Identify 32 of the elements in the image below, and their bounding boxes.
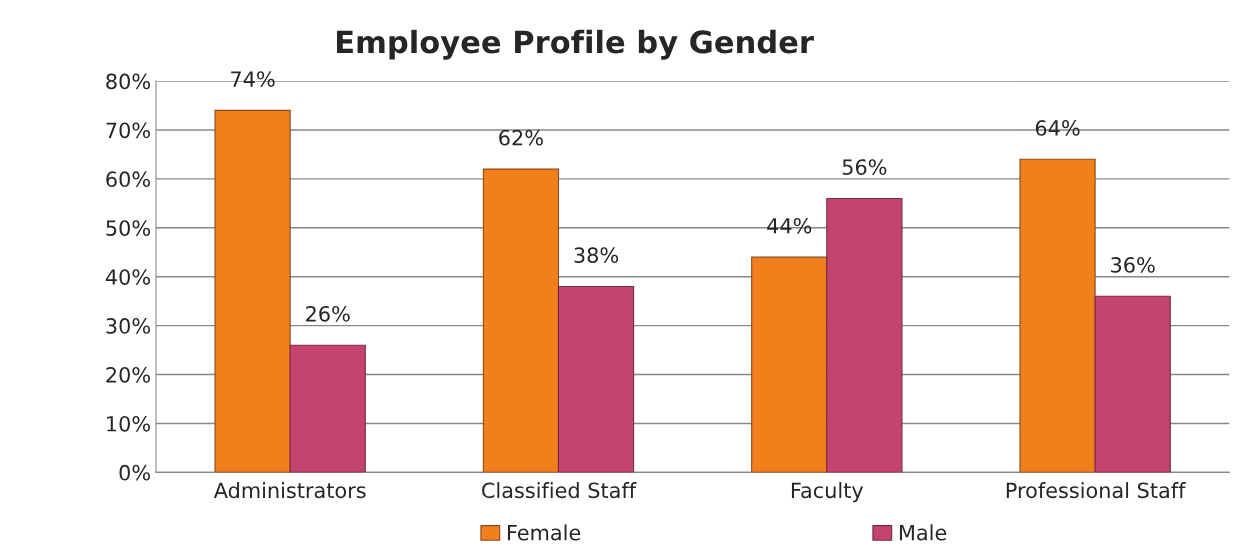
bar [1019, 158, 1096, 473]
y-tick-label: 50% [106, 220, 150, 236]
data-label: 56% [842, 159, 887, 175]
y-tick-label: 70% [106, 122, 150, 139]
x-tick-label: Professional Staff [1006, 482, 1186, 499]
bar [826, 197, 903, 473]
x-tick-label: Administrators [213, 482, 366, 499]
data-label: 62% [499, 129, 543, 146]
data-label: 74% [231, 71, 275, 87]
data-label: 44% [767, 217, 812, 234]
bar [751, 256, 828, 473]
bar [482, 168, 560, 473]
y-tick-label: 30% [106, 318, 150, 334]
bar [289, 344, 366, 473]
y-tick-label: 80% [106, 73, 150, 90]
chart-title: Employee Profile by Gender [337, 29, 814, 60]
bar [1094, 295, 1171, 473]
y-tick-label: 40% [105, 269, 150, 285]
legend-label: Female [507, 524, 581, 541]
x-tick-label: Classified Staff [482, 482, 637, 499]
y-tick-label: 20% [106, 366, 150, 383]
y-tick-label: 60% [106, 171, 150, 188]
legend-label: Male [899, 524, 947, 541]
bar [557, 285, 635, 473]
y-tick-label: 10% [107, 415, 150, 432]
bar [214, 109, 291, 473]
x-tick-label: Faculty [791, 482, 864, 503]
data-label: 64% [1035, 120, 1080, 136]
y-tick-label: 0% [119, 464, 150, 481]
data-label: 26% [306, 305, 350, 322]
data-label: 38% [574, 247, 619, 264]
data-label: 36% [1111, 257, 1155, 273]
